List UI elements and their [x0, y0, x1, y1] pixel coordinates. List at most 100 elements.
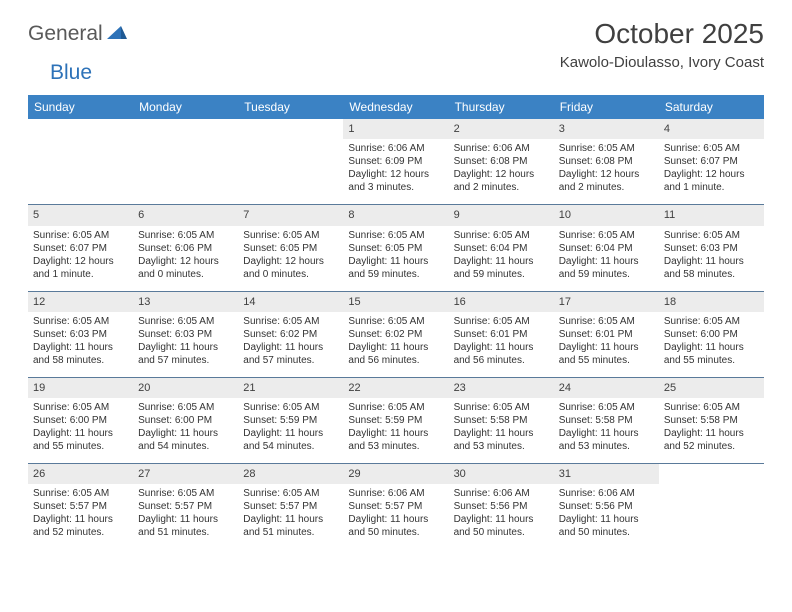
day-content: Sunrise: 6:05 AMSunset: 5:58 PMDaylight:…	[554, 398, 659, 463]
day-cell	[659, 464, 764, 550]
day-cell: 22Sunrise: 6:05 AMSunset: 5:59 PMDayligh…	[343, 377, 448, 463]
day-number	[659, 464, 764, 484]
brand-word1: General	[28, 22, 103, 46]
sunset-line: Sunset: 5:59 PM	[348, 414, 443, 427]
day-number: 5	[28, 205, 133, 225]
day-number: 2	[449, 119, 554, 139]
day-cell: 24Sunrise: 6:05 AMSunset: 5:58 PMDayligh…	[554, 377, 659, 463]
day-content	[28, 139, 133, 197]
weekday-header: Wednesday	[343, 95, 448, 119]
sunrise-line: Sunrise: 6:06 AM	[348, 142, 443, 155]
daylight-line: Daylight: 11 hours and 59 minutes.	[348, 255, 443, 281]
day-content: Sunrise: 6:05 AMSunset: 5:57 PMDaylight:…	[133, 484, 238, 549]
weekday-header: Thursday	[449, 95, 554, 119]
day-cell: 5Sunrise: 6:05 AMSunset: 6:07 PMDaylight…	[28, 205, 133, 291]
sunset-line: Sunset: 5:59 PM	[243, 414, 338, 427]
daylight-line: Daylight: 12 hours and 2 minutes.	[454, 168, 549, 194]
sunrise-line: Sunrise: 6:05 AM	[454, 401, 549, 414]
sunrise-line: Sunrise: 6:05 AM	[664, 142, 759, 155]
day-content: Sunrise: 6:05 AMSunset: 6:02 PMDaylight:…	[238, 312, 343, 377]
location: Kawolo-Dioulasso, Ivory Coast	[560, 54, 764, 71]
sunrise-line: Sunrise: 6:05 AM	[33, 229, 128, 242]
day-cell: 29Sunrise: 6:06 AMSunset: 5:57 PMDayligh…	[343, 464, 448, 550]
sunrise-line: Sunrise: 6:05 AM	[243, 487, 338, 500]
day-content: Sunrise: 6:05 AMSunset: 6:01 PMDaylight:…	[449, 312, 554, 377]
brand-triangle-icon	[107, 24, 127, 45]
day-cell: 20Sunrise: 6:05 AMSunset: 6:00 PMDayligh…	[133, 377, 238, 463]
day-cell: 10Sunrise: 6:05 AMSunset: 6:04 PMDayligh…	[554, 205, 659, 291]
day-content: Sunrise: 6:06 AMSunset: 6:09 PMDaylight:…	[343, 139, 448, 204]
daylight-line: Daylight: 12 hours and 0 minutes.	[243, 255, 338, 281]
sunrise-line: Sunrise: 6:05 AM	[243, 315, 338, 328]
daylight-line: Daylight: 11 hours and 59 minutes.	[559, 255, 654, 281]
daylight-line: Daylight: 11 hours and 51 minutes.	[243, 513, 338, 539]
day-content: Sunrise: 6:05 AMSunset: 6:07 PMDaylight:…	[28, 226, 133, 291]
sunset-line: Sunset: 6:01 PM	[559, 328, 654, 341]
daylight-line: Daylight: 12 hours and 2 minutes.	[559, 168, 654, 194]
day-content: Sunrise: 6:05 AMSunset: 5:58 PMDaylight:…	[659, 398, 764, 463]
day-content: Sunrise: 6:05 AMSunset: 5:59 PMDaylight:…	[343, 398, 448, 463]
day-content: Sunrise: 6:05 AMSunset: 6:00 PMDaylight:…	[133, 398, 238, 463]
calendar-page: General October 2025 Kawolo-Dioulasso, I…	[0, 0, 792, 567]
day-number: 22	[343, 378, 448, 398]
day-cell: 16Sunrise: 6:05 AMSunset: 6:01 PMDayligh…	[449, 291, 554, 377]
daylight-line: Daylight: 11 hours and 57 minutes.	[243, 341, 338, 367]
day-content: Sunrise: 6:05 AMSunset: 5:58 PMDaylight:…	[449, 398, 554, 463]
day-number: 16	[449, 292, 554, 312]
sunrise-line: Sunrise: 6:06 AM	[454, 487, 549, 500]
day-content: Sunrise: 6:05 AMSunset: 5:59 PMDaylight:…	[238, 398, 343, 463]
day-content: Sunrise: 6:05 AMSunset: 6:05 PMDaylight:…	[238, 226, 343, 291]
brand-word2: Blue	[50, 61, 92, 85]
daylight-line: Daylight: 11 hours and 54 minutes.	[138, 427, 233, 453]
day-number: 8	[343, 205, 448, 225]
sunset-line: Sunset: 6:02 PM	[243, 328, 338, 341]
day-cell	[238, 119, 343, 205]
sunset-line: Sunset: 6:08 PM	[559, 155, 654, 168]
sunset-line: Sunset: 5:57 PM	[138, 500, 233, 513]
daylight-line: Daylight: 11 hours and 53 minutes.	[348, 427, 443, 453]
day-content: Sunrise: 6:05 AMSunset: 6:03 PMDaylight:…	[659, 226, 764, 291]
day-content: Sunrise: 6:06 AMSunset: 5:56 PMDaylight:…	[449, 484, 554, 549]
daylight-line: Daylight: 11 hours and 52 minutes.	[33, 513, 128, 539]
daylight-line: Daylight: 11 hours and 57 minutes.	[138, 341, 233, 367]
sunrise-line: Sunrise: 6:05 AM	[348, 315, 443, 328]
day-content: Sunrise: 6:05 AMSunset: 6:00 PMDaylight:…	[28, 398, 133, 463]
sunset-line: Sunset: 6:07 PM	[664, 155, 759, 168]
sunrise-line: Sunrise: 6:05 AM	[559, 142, 654, 155]
daylight-line: Daylight: 11 hours and 50 minutes.	[454, 513, 549, 539]
day-cell: 9Sunrise: 6:05 AMSunset: 6:04 PMDaylight…	[449, 205, 554, 291]
sunset-line: Sunset: 6:08 PM	[454, 155, 549, 168]
brand-logo: General	[28, 18, 129, 46]
day-cell: 27Sunrise: 6:05 AMSunset: 5:57 PMDayligh…	[133, 464, 238, 550]
sunset-line: Sunset: 6:00 PM	[138, 414, 233, 427]
day-cell: 7Sunrise: 6:05 AMSunset: 6:05 PMDaylight…	[238, 205, 343, 291]
sunrise-line: Sunrise: 6:05 AM	[138, 487, 233, 500]
day-content: Sunrise: 6:05 AMSunset: 6:07 PMDaylight:…	[659, 139, 764, 204]
daylight-line: Daylight: 11 hours and 51 minutes.	[138, 513, 233, 539]
weekday-header: Sunday	[28, 95, 133, 119]
day-cell	[28, 119, 133, 205]
daylight-line: Daylight: 11 hours and 58 minutes.	[664, 255, 759, 281]
sunrise-line: Sunrise: 6:05 AM	[138, 315, 233, 328]
sunrise-line: Sunrise: 6:05 AM	[454, 229, 549, 242]
day-content: Sunrise: 6:06 AMSunset: 6:08 PMDaylight:…	[449, 139, 554, 204]
day-content: Sunrise: 6:05 AMSunset: 6:02 PMDaylight:…	[343, 312, 448, 377]
day-number: 11	[659, 205, 764, 225]
week-row: 19Sunrise: 6:05 AMSunset: 6:00 PMDayligh…	[28, 377, 764, 463]
sunset-line: Sunset: 6:03 PM	[33, 328, 128, 341]
day-cell: 31Sunrise: 6:06 AMSunset: 5:56 PMDayligh…	[554, 464, 659, 550]
day-number: 4	[659, 119, 764, 139]
day-number: 13	[133, 292, 238, 312]
day-cell: 4Sunrise: 6:05 AMSunset: 6:07 PMDaylight…	[659, 119, 764, 205]
day-number: 1	[343, 119, 448, 139]
sunrise-line: Sunrise: 6:05 AM	[664, 315, 759, 328]
day-cell: 8Sunrise: 6:05 AMSunset: 6:05 PMDaylight…	[343, 205, 448, 291]
sunrise-line: Sunrise: 6:05 AM	[559, 229, 654, 242]
daylight-line: Daylight: 12 hours and 3 minutes.	[348, 168, 443, 194]
sunrise-line: Sunrise: 6:05 AM	[348, 401, 443, 414]
day-cell: 2Sunrise: 6:06 AMSunset: 6:08 PMDaylight…	[449, 119, 554, 205]
daylight-line: Daylight: 11 hours and 55 minutes.	[33, 427, 128, 453]
day-cell: 26Sunrise: 6:05 AMSunset: 5:57 PMDayligh…	[28, 464, 133, 550]
day-cell: 23Sunrise: 6:05 AMSunset: 5:58 PMDayligh…	[449, 377, 554, 463]
day-cell: 11Sunrise: 6:05 AMSunset: 6:03 PMDayligh…	[659, 205, 764, 291]
